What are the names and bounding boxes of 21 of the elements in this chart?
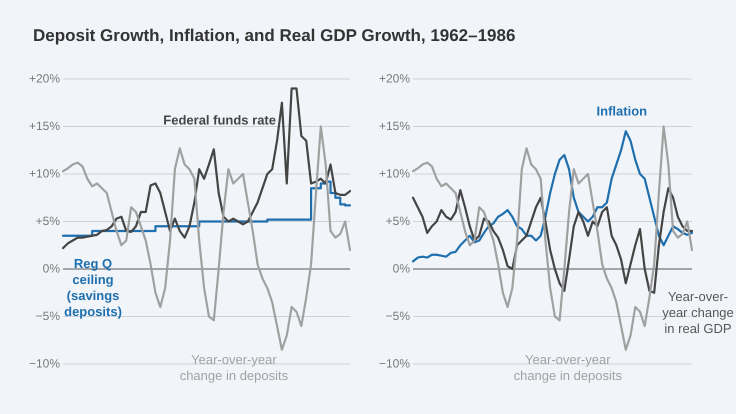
series-label: Year-over-year change in deposits <box>514 352 623 383</box>
y-tick-label: +10% <box>378 166 410 180</box>
y-tick-label: +20% <box>28 71 60 86</box>
y-tick-label: +10% <box>28 166 60 180</box>
y-tick-label: +20% <box>378 71 410 86</box>
series-label: Reg Q ceiling (savings deposits) <box>64 256 122 319</box>
y-tick-label: −10% <box>28 356 60 370</box>
series-label: Inflation <box>596 103 648 118</box>
y-tick-label: 0% <box>42 261 60 276</box>
y-tick-label: −5% <box>386 308 410 323</box>
y-tick-label: 0% <box>392 261 410 276</box>
y-tick-label: +15% <box>378 118 410 133</box>
series-label: Federal funds rate <box>163 112 276 128</box>
y-tick-label: −10% <box>378 356 410 370</box>
series-label: Year-over-year change in deposits <box>180 352 289 383</box>
series-label: Year-over-year change in real GDP <box>662 289 734 336</box>
y-tick-label: −5% <box>36 308 60 323</box>
chart-title: Deposit Growth, Inflation, and Real GDP Growth, 1962–1986 <box>33 26 516 46</box>
y-tick-label: +5% <box>36 214 60 228</box>
y-tick-label: +5% <box>386 214 410 228</box>
y-tick-label: +15% <box>28 118 60 133</box>
